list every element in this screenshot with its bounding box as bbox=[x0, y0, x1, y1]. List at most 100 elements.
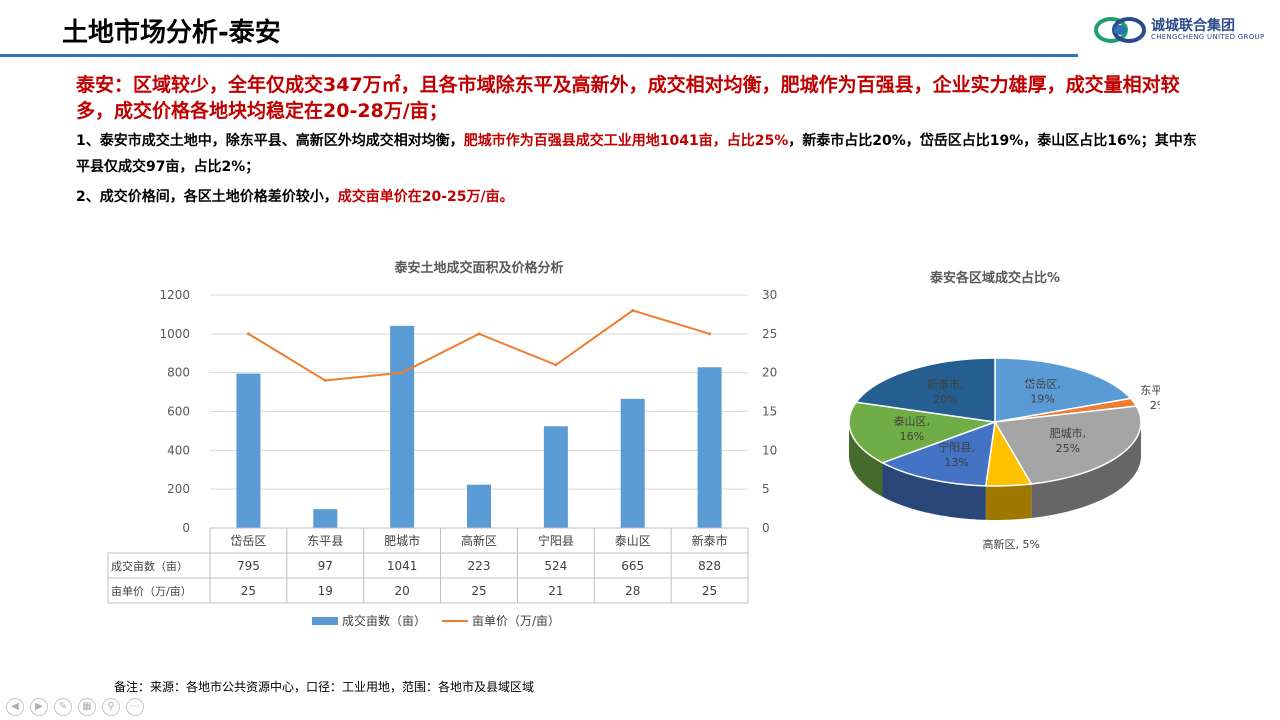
table-cell: 25 bbox=[471, 584, 486, 598]
bar bbox=[467, 484, 491, 528]
pie-label-name: 泰山区, bbox=[894, 414, 931, 428]
pie-chart: 泰安各区域成交占比% 岱岳区, 19% 东平县, 2% 肥城市, 25% 高新区, 5% 宁阳县… bbox=[848, 270, 1160, 551]
footnote: 备注：来源：各地市公共资源中心，口径：工业用地，范围：各地市及县域区域 bbox=[114, 680, 535, 694]
y2-tick-label: 5 bbox=[762, 482, 770, 496]
bar bbox=[697, 367, 722, 528]
y-tick-label: 800 bbox=[167, 366, 190, 380]
category-label: 新泰市 bbox=[692, 533, 728, 548]
title-divider bbox=[0, 54, 1078, 57]
y-tick-label: 1000 bbox=[159, 327, 190, 341]
y-tick-label: 1200 bbox=[159, 288, 190, 302]
pie-label-value: 2% bbox=[1150, 399, 1160, 412]
table-cell: 25 bbox=[702, 584, 717, 598]
pie-label-name: 肥城市, bbox=[1050, 426, 1087, 440]
logo-rings-icon bbox=[1094, 17, 1146, 43]
line-point bbox=[246, 332, 250, 336]
y-tick-label: 0 bbox=[182, 521, 190, 535]
pie-slice-side bbox=[1031, 422, 1141, 518]
y2-tick-label: 10 bbox=[762, 443, 777, 457]
pie-label-name: 新泰市, bbox=[927, 377, 964, 391]
table-cell: 19 bbox=[318, 584, 333, 598]
pie-label-name: 宁阳县, bbox=[938, 440, 975, 454]
table-cell: 665 bbox=[621, 559, 644, 573]
pie-slice bbox=[993, 405, 1142, 485]
logo-subtitle: CHENGCHENG UNITED GROUP bbox=[1151, 33, 1265, 41]
y-tick-label: 600 bbox=[167, 405, 190, 419]
y-tick-label: 400 bbox=[167, 443, 190, 457]
line-point bbox=[323, 378, 327, 382]
zoom-icon[interactable]: ⚲ bbox=[102, 698, 120, 716]
legend-line-label: 亩单价（万/亩） bbox=[472, 613, 560, 628]
pie-label-value: 25% bbox=[1056, 442, 1080, 455]
pie-slice-side bbox=[985, 484, 1032, 520]
legend-bar-label: 成交亩数（亩） bbox=[342, 613, 426, 628]
category-label: 东平县 bbox=[307, 534, 343, 548]
table-cell: 524 bbox=[544, 559, 567, 573]
y2-tick-label: 20 bbox=[762, 366, 777, 380]
category-label: 泰山区 bbox=[615, 534, 651, 548]
legend-bar-swatch bbox=[312, 617, 338, 625]
table-cell: 795 bbox=[237, 559, 260, 573]
category-label: 高新区 bbox=[461, 533, 497, 548]
category-label: 宁阳县 bbox=[538, 533, 574, 548]
chart-title: 泰安各区域成交占比% bbox=[929, 270, 1060, 286]
y-tick-label: 200 bbox=[167, 482, 190, 496]
pie-slice-side bbox=[882, 462, 986, 520]
price-line bbox=[247, 309, 710, 382]
bar bbox=[620, 398, 645, 528]
line-point bbox=[477, 332, 481, 336]
table-cell: 21 bbox=[548, 584, 563, 598]
company-logo: 诚城联合集团 CHENGCHENG UNITED GROUP bbox=[1093, 14, 1265, 46]
combo-chart: 泰安土地成交面积及价格分析 0 200 400 600 800 1000 1200 0 5 10 15… bbox=[107, 260, 777, 628]
pie-label-name: 高新区, 5% bbox=[982, 537, 1039, 551]
y2-tick-label: 25 bbox=[762, 327, 777, 341]
table-cell: 828 bbox=[698, 559, 721, 573]
paragraph-1-highlight: 肥城市作为百强县成交工业用地1041亩，占比25% bbox=[463, 133, 789, 149]
bar bbox=[236, 373, 261, 528]
table-row-label: 成交亩数（亩） bbox=[111, 559, 188, 573]
paragraph-1-text-a: 1、泰安市成交土地中，除东平县、高新区外均成交相对均衡， bbox=[76, 133, 464, 149]
pen-icon[interactable]: ✎ bbox=[54, 698, 72, 716]
page-title: 土地市场分析-泰安 bbox=[62, 18, 281, 48]
pie-slice-side bbox=[849, 422, 883, 497]
pie-slice bbox=[994, 357, 1133, 423]
pie-label-value: 13% bbox=[944, 456, 968, 469]
pie-label-name: 岱岳区, bbox=[1024, 376, 1061, 390]
table-cell: 223 bbox=[468, 559, 491, 573]
line-point bbox=[554, 363, 558, 367]
pie-slice bbox=[854, 357, 996, 423]
category-label: 岱岳区 bbox=[230, 534, 266, 548]
pie-label-value: 16% bbox=[900, 430, 924, 443]
y2-tick-label: 30 bbox=[762, 288, 777, 302]
headline: 泰安：区域较少，全年仅成交347万㎡，且各市域除东平及高新外，成交相对均衡，肥城… bbox=[76, 74, 1180, 122]
pie-label-name: 东平县, bbox=[1140, 384, 1160, 397]
category-label: 肥城市 bbox=[384, 533, 420, 548]
table-cell: 97 bbox=[318, 559, 333, 573]
table-cell: 1041 bbox=[387, 559, 418, 573]
table-cell: 28 bbox=[625, 584, 640, 598]
paragraph-2-text: 2、成交价格间，各区土地价格差价较小， bbox=[76, 189, 338, 205]
paragraph-2: 2、成交价格间，各区土地价格差价较小，成交亩单价在20-25万/亩。 bbox=[76, 184, 1206, 210]
bar bbox=[313, 509, 338, 528]
grid-view-icon[interactable]: ▦ bbox=[78, 698, 96, 716]
next-slide-icon[interactable]: ▶ bbox=[30, 698, 48, 716]
pie-slice bbox=[880, 420, 996, 487]
more-options-icon[interactable]: ⋯ bbox=[126, 698, 144, 716]
line-point bbox=[400, 371, 404, 375]
y2-tick-label: 15 bbox=[762, 405, 777, 419]
pie-label-value: 20% bbox=[933, 393, 957, 406]
pie-label-value: 19% bbox=[1030, 392, 1054, 405]
paragraph-2-highlight: 成交亩单价在20-25万/亩。 bbox=[337, 189, 514, 205]
y2-tick-label: 0 bbox=[762, 521, 770, 535]
paragraph-1-text-b: ，新泰市占比20%，岱岳区占比19%，泰山区占比16%；其中东平县仅成交97亩，… bbox=[76, 133, 1197, 175]
chart-title: 泰安土地成交面积及价格分析 bbox=[393, 260, 563, 276]
paragraph-1: 1、泰安市成交土地中，除东平县、高新区外均成交相对均衡，肥城市作为百强县成交工业… bbox=[76, 128, 1206, 180]
prev-slide-icon[interactable]: ◀ bbox=[6, 698, 24, 716]
table-cell: 20 bbox=[395, 584, 410, 598]
slideshow-toolbar: ◀ ▶ ✎ ▦ ⚲ ⋯ bbox=[6, 698, 144, 718]
line-point bbox=[631, 309, 635, 313]
logo-name: 诚城联合集团 bbox=[1151, 18, 1235, 34]
table-cell: 25 bbox=[241, 584, 256, 598]
table-row-label: 亩单价（万/亩） bbox=[111, 584, 192, 598]
line-point bbox=[708, 332, 712, 336]
